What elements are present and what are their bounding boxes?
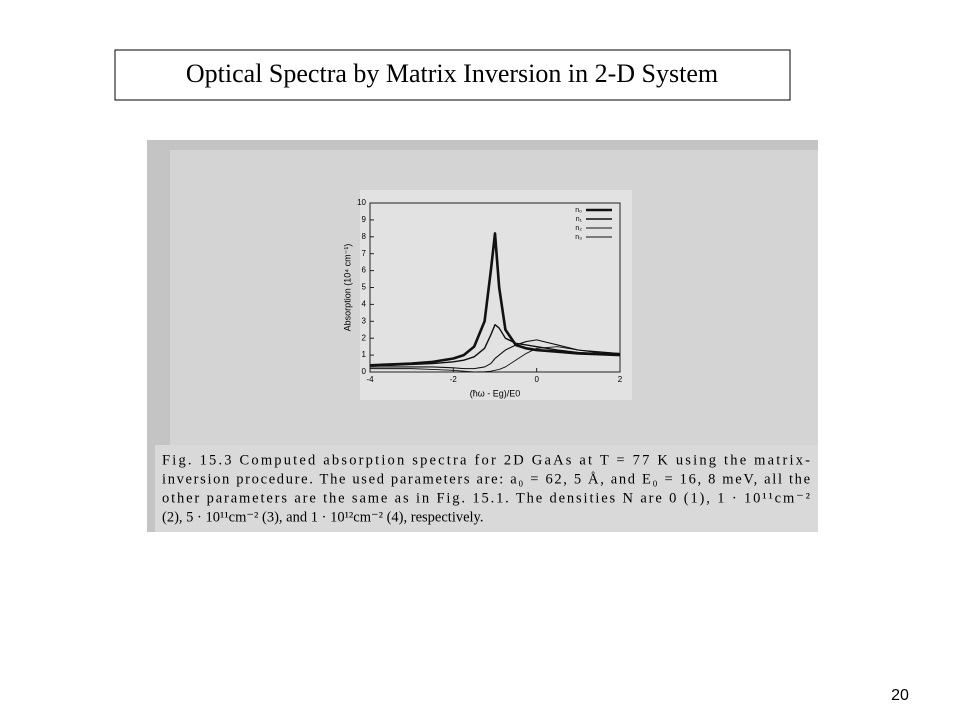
y-tick-label: 3 [362, 316, 367, 325]
y-tick-label: 1 [362, 350, 367, 359]
caption-area [155, 445, 818, 532]
caption-line: (2), 5 · 10¹¹cm⁻² (3), and 1 · 10¹²cm⁻² … [162, 509, 484, 525]
x-tick-label: -2 [450, 375, 458, 384]
page-number: 20 [891, 687, 909, 704]
y-tick-label: 7 [362, 249, 367, 258]
x-axis-label: (ħω - Eg)/E0 [470, 388, 521, 398]
slide-title: Optical Spectra by Matrix Inversion in 2… [186, 59, 718, 88]
legend-label: n₃ [575, 234, 582, 241]
legend-label: n₀ [575, 207, 582, 214]
y-tick-label: 9 [362, 215, 367, 224]
legend-label: n₁ [576, 216, 583, 223]
series-line [370, 323, 621, 366]
x-tick-label: -4 [366, 375, 374, 384]
y-tick-label: 0 [362, 367, 367, 376]
x-tick-label: 0 [534, 375, 539, 384]
y-tick-label: 2 [362, 333, 367, 342]
series-line [369, 232, 621, 367]
legend-label: n₂ [575, 225, 582, 232]
caption-line: other parameters are the same as in Fig.… [162, 490, 811, 506]
y-tick-label: 8 [362, 232, 367, 241]
y-tick-label: 5 [362, 283, 367, 292]
caption-line: Fig. 15.3 Computed absorption spectra fo… [162, 452, 810, 468]
series-line [370, 346, 621, 373]
title-box [114, 49, 791, 101]
series-line [370, 339, 621, 370]
y-tick-label: 6 [362, 266, 367, 275]
y-tick-label: 4 [362, 300, 367, 309]
y-axis-label: Absorption (10⁴ cm⁻¹) [342, 244, 352, 332]
caption-line: inversion procedure. The used parameters… [162, 471, 810, 487]
y-tick-label: 10 [357, 198, 366, 207]
x-tick-label: 2 [618, 375, 623, 384]
